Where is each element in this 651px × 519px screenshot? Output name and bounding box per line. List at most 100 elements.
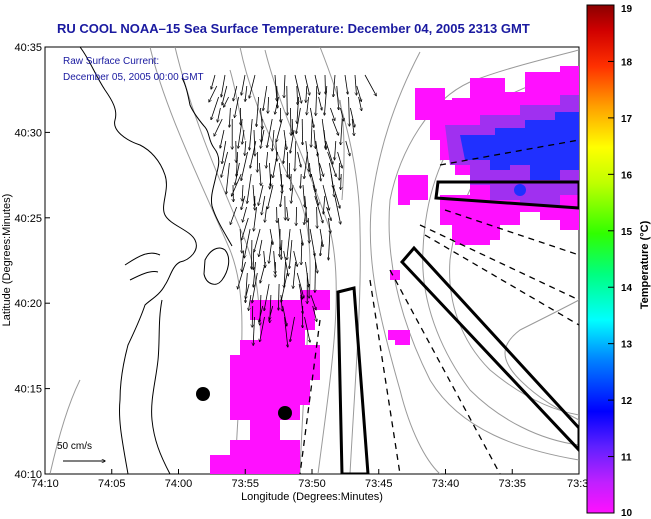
current-vector <box>283 140 287 163</box>
colorbar-tick-label: 13 <box>621 340 633 351</box>
current-vectors <box>209 74 376 347</box>
current-vector <box>283 250 289 276</box>
current-vector <box>312 305 317 321</box>
colorbar-tick-label: 14 <box>621 283 633 294</box>
current-vector <box>259 239 263 257</box>
current-vector <box>350 107 354 127</box>
current-vector <box>281 239 282 259</box>
current-vector <box>281 272 288 302</box>
coastline-south <box>151 299 171 474</box>
current-vector <box>245 85 248 101</box>
current-vector <box>304 151 308 179</box>
current-vector <box>330 107 334 120</box>
current-vector <box>245 140 246 155</box>
current-vector <box>265 206 267 222</box>
current-vector <box>242 184 243 201</box>
overlay-current-label: Raw Surface Current: <box>63 56 159 67</box>
current-vector <box>319 162 323 176</box>
current-vector <box>293 261 296 288</box>
current-vector <box>304 206 307 225</box>
colorbar-ticks: 19 18 17 16 15 14 13 12 11 10 <box>608 4 633 519</box>
current-vector <box>269 305 274 320</box>
current-vector <box>249 294 252 310</box>
coastline <box>79 47 197 474</box>
river-channel <box>124 252 161 281</box>
current-vector <box>358 96 362 111</box>
current-vector <box>324 85 328 115</box>
current-vector <box>268 96 269 113</box>
current-vector <box>242 217 249 240</box>
current-vector <box>261 118 262 142</box>
current-vector <box>290 316 295 342</box>
current-vector <box>328 228 331 260</box>
current-vector <box>311 118 312 147</box>
current-vector <box>354 74 357 95</box>
y-axis: 40:35 40:30 40:25 40:20 40:15 40:10 <box>14 42 50 481</box>
current-vector <box>300 173 301 188</box>
current-vector <box>277 85 278 108</box>
current-vector <box>344 74 348 94</box>
current-vector <box>304 316 311 342</box>
current-vector <box>249 74 256 98</box>
x-tick-label: 74:10 <box>31 478 59 490</box>
current-vector <box>332 184 340 208</box>
current-vector <box>331 118 338 135</box>
current-vector <box>317 151 321 181</box>
x-tick-label: 73:55 <box>231 478 259 490</box>
current-vector <box>316 85 317 115</box>
current-vector <box>325 74 326 94</box>
x-axis: 74:10 74:05 74:00 73:55 73:50 73:45 73:40 73:35… <box>31 469 588 490</box>
current-vector <box>297 85 298 105</box>
current-vector <box>253 316 254 345</box>
sst-patch-south <box>210 290 330 474</box>
current-vector <box>309 162 310 177</box>
current-vector <box>308 217 309 243</box>
current-vector <box>275 96 279 114</box>
current-vector <box>297 151 301 167</box>
current-vector <box>263 85 268 111</box>
current-vector <box>221 74 226 97</box>
current-vector <box>322 184 329 210</box>
y-tick-label: 40:25 <box>14 213 42 225</box>
current-vector <box>281 294 282 311</box>
current-vector <box>313 250 318 273</box>
current-vector <box>229 107 230 127</box>
current-vector <box>284 74 285 98</box>
survey-box-north <box>434 180 579 210</box>
current-vector <box>315 261 316 292</box>
colorbar <box>586 4 615 514</box>
current-vector <box>319 228 323 247</box>
current-vector <box>291 184 294 203</box>
current-vector <box>254 129 255 156</box>
current-vector <box>301 239 302 265</box>
current-vector <box>238 261 246 289</box>
sst-patch-cold-core <box>460 112 579 180</box>
current-vector <box>284 316 288 347</box>
coastline-inner <box>181 77 233 247</box>
current-vector <box>291 173 292 191</box>
current-vector <box>243 206 247 222</box>
current-vector <box>314 74 320 95</box>
current-vector <box>226 162 230 194</box>
current-vector <box>239 228 242 253</box>
current-vector <box>305 140 309 171</box>
current-vector <box>290 107 291 135</box>
survey-box-diagonal <box>399 245 579 453</box>
current-vector <box>214 118 223 136</box>
current-vector <box>247 173 252 203</box>
current-vector <box>258 184 264 205</box>
current-vector <box>282 305 287 326</box>
current-vector <box>313 129 316 148</box>
current-vector <box>249 118 253 150</box>
current-vector <box>242 250 245 271</box>
current-vector <box>222 85 228 105</box>
current-vector <box>335 140 336 160</box>
x-tick-label: 74:05 <box>98 478 126 490</box>
current-vector <box>314 195 323 223</box>
y-tick-label: 40:35 <box>14 42 42 54</box>
map-layer <box>49 47 579 474</box>
current-vector <box>304 74 310 95</box>
bay-shore <box>203 247 230 285</box>
current-vector <box>241 151 248 181</box>
